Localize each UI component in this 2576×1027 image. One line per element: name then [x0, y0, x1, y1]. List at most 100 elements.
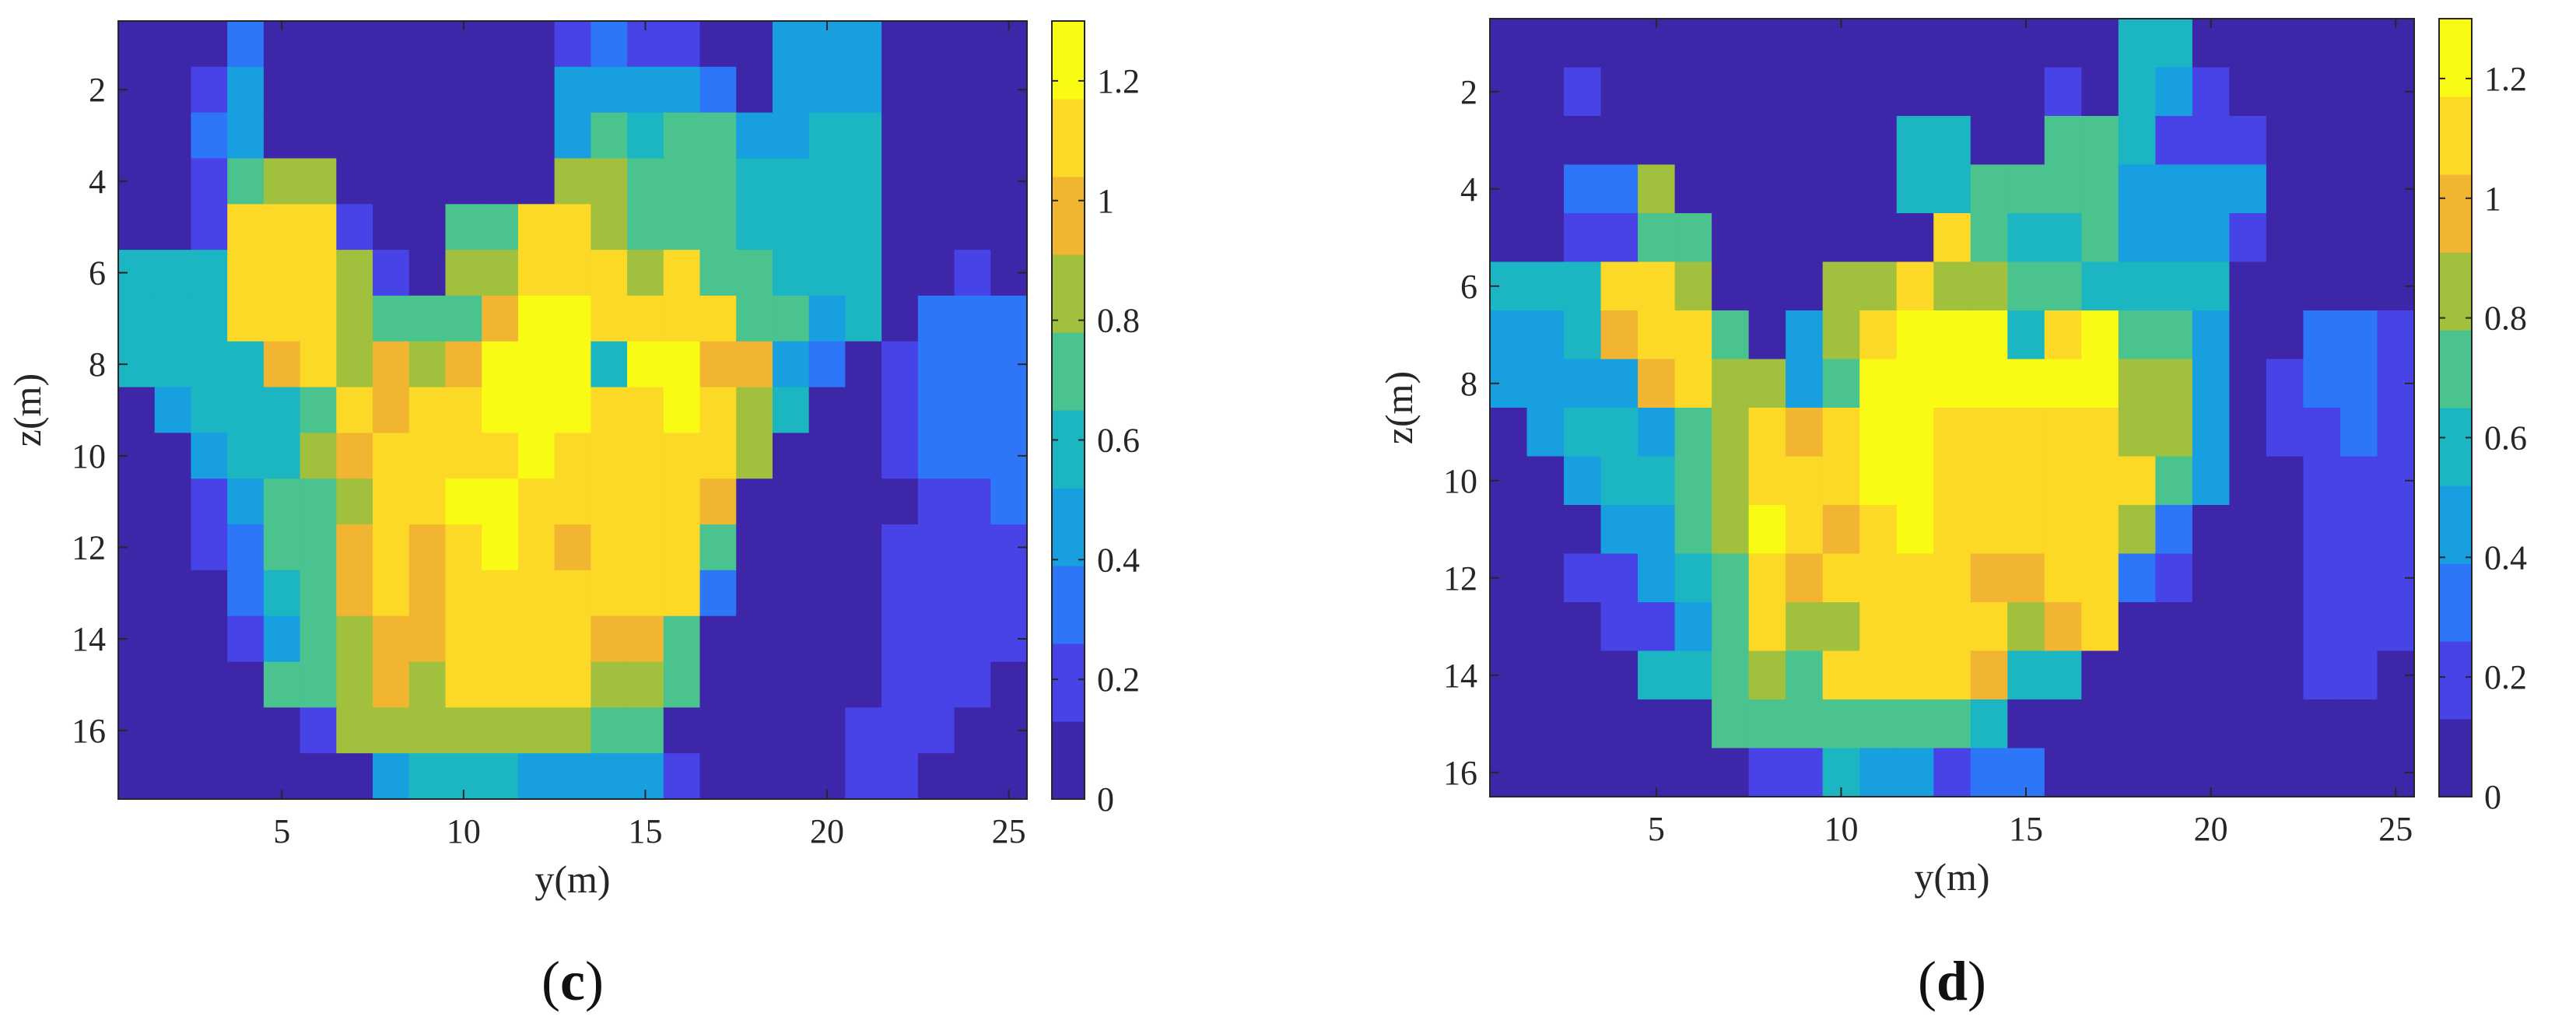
heatmap-cell: [2303, 261, 2341, 311]
heatmap-cell: [1896, 748, 1934, 797]
heatmap-cell: [118, 661, 156, 708]
heatmap-cell: [591, 661, 628, 708]
heatmap-cell: [1970, 164, 2008, 214]
heatmap-cell: [554, 753, 591, 800]
x-tick-label: 15: [628, 812, 662, 850]
heatmap-cell: [2007, 67, 2045, 117]
heatmap-cell: [227, 615, 265, 663]
heatmap-cell: [1674, 19, 1712, 68]
heatmap-cell: [808, 387, 846, 434]
heatmap-cell: [2192, 310, 2230, 360]
heatmap-cell: [2339, 699, 2378, 749]
caption-d-open: (: [1918, 950, 1936, 1012]
heatmap-cell: [554, 341, 591, 388]
heatmap-cell: [263, 433, 301, 479]
heatmap-cell: [881, 112, 919, 159]
heatmap-cell: [517, 66, 556, 114]
heatmap-cell: [2081, 748, 2119, 797]
heatmap-cell: [2081, 67, 2119, 117]
heatmap-cell: [845, 707, 882, 754]
heatmap-cell: [990, 112, 1028, 159]
heatmap-cell: [1970, 116, 2008, 166]
heatmap-cell: [2118, 116, 2156, 166]
heatmap-cell: [736, 295, 773, 342]
heatmap-cell: [699, 250, 737, 296]
heatmap-cell: [2303, 748, 2341, 797]
heatmap-cell: [1564, 164, 1602, 214]
heatmap-cell: [373, 387, 410, 434]
colorbar-swatch: [1052, 488, 1085, 566]
heatmap-cell: [663, 341, 701, 388]
heatmap-cell: [517, 478, 556, 525]
heatmap-cell: [1786, 553, 1824, 603]
heatmap-cell: [881, 707, 919, 754]
heatmap-cell: [336, 204, 373, 251]
heatmap-cell: [1638, 699, 1676, 749]
heatmap-cell: [2007, 650, 2045, 700]
heatmap-cell: [263, 341, 301, 388]
heatmap-cell: [917, 158, 955, 205]
heatmap-cell: [2118, 553, 2156, 603]
heatmap-cell: [1526, 359, 1565, 408]
heatmap-cell: [736, 570, 773, 617]
heatmap-cell: [2155, 359, 2193, 408]
heatmap-cell: [1674, 67, 1712, 117]
heatmap-cell: [554, 204, 591, 251]
y-tick-label: 4: [89, 163, 106, 201]
heatmap-cell: [2192, 164, 2230, 214]
heatmap-cell: [263, 661, 301, 708]
heatmap-cell: [2266, 116, 2304, 166]
heatmap-cell: [699, 158, 737, 205]
heatmap-cell: [917, 478, 955, 525]
heatmap-cell: [1822, 505, 1860, 555]
heatmap-cell: [1933, 553, 1971, 603]
heatmap-cell: [1933, 456, 1971, 506]
heatmap-cell: [300, 524, 337, 571]
heatmap-cell: [845, 341, 882, 388]
heatmap-cell: [2081, 116, 2119, 166]
heatmap-cell: [300, 433, 337, 479]
heatmap-cell: [1896, 261, 1934, 311]
x-tick-label: 25: [2378, 810, 2413, 848]
heatmap-cell: [2192, 213, 2230, 263]
heatmap-cell: [736, 433, 773, 479]
heatmap-cell: [845, 478, 882, 525]
heatmap-cell: [1638, 359, 1676, 408]
heatmap-cell: [2339, 261, 2378, 311]
heatmap-cell: [2377, 116, 2415, 166]
heatmap-cell: [2192, 67, 2230, 117]
heatmap-cell: [2339, 67, 2378, 117]
heatmap-cell: [2081, 213, 2119, 263]
heatmap-cell: [1674, 116, 1712, 166]
heatmap-cell: [154, 250, 192, 296]
heatmap-cell: [227, 250, 265, 296]
heatmap-cell: [990, 661, 1028, 708]
heatmap-cell: [1526, 699, 1565, 749]
heatmap-cell: [663, 524, 701, 571]
heatmap-cell: [336, 387, 373, 434]
heatmap-cell: [517, 433, 556, 479]
heatmap-cell: [808, 250, 846, 296]
heatmap-cell: [2155, 164, 2193, 214]
heatmap-cell: [1859, 408, 1898, 457]
heatmap-cell: [1933, 19, 1971, 68]
heatmap-cell: [1786, 164, 1824, 214]
heatmap-cell: [2192, 408, 2230, 457]
heatmap-cell: [2266, 261, 2304, 311]
heatmap-cell: [2081, 505, 2119, 555]
heatmap-cell: [554, 707, 591, 754]
heatmap-cell: [2044, 456, 2082, 506]
heatmap-cell: [336, 66, 373, 114]
plot-c-frame: [117, 20, 1028, 800]
heatmap-cell: [2155, 456, 2193, 506]
heatmap-cell: [2303, 164, 2341, 214]
heatmap-cell: [191, 21, 228, 68]
heatmap-cell: [990, 387, 1028, 434]
heatmap-cell: [2044, 359, 2082, 408]
colorbar-tick-label: 1.2: [2484, 60, 2527, 98]
heatmap-cell: [191, 478, 228, 525]
heatmap-cell: [1564, 456, 1602, 506]
heatmap-cell: [627, 524, 664, 571]
heatmap-cell: [227, 524, 265, 571]
heatmap-cell: [118, 753, 156, 800]
